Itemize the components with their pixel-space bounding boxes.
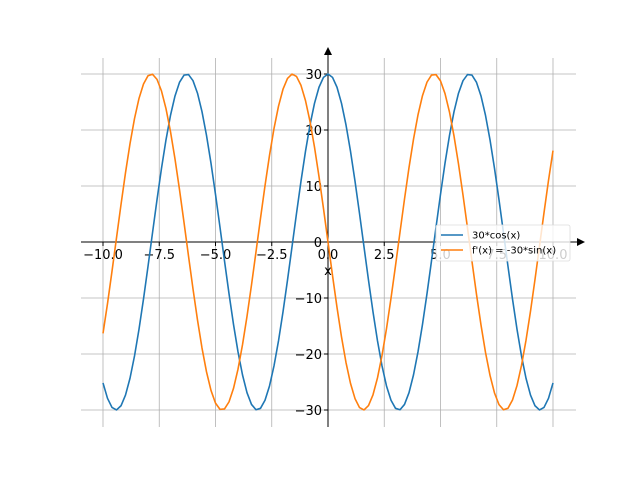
y-tick-label-3: 0: [314, 236, 322, 251]
y-tick-label-1: −20: [295, 348, 322, 363]
x-tick-label-5: 2.5: [374, 248, 395, 263]
x-tick-label-2: −5.0: [200, 248, 232, 263]
y-axis-arrow: [324, 47, 332, 55]
legend-label-1: f'(x) = -30*sin(x): [472, 246, 556, 257]
y-tick-label-2: −10: [295, 292, 322, 307]
y-tick-label-6: 30: [305, 68, 322, 83]
y-tick-label-0: −30: [295, 404, 322, 419]
legend-box: [435, 224, 571, 262]
y-tick-label-4: 10: [305, 180, 322, 195]
x-axis-label: x: [324, 264, 332, 279]
x-tick-label-0: −10.0: [83, 248, 123, 263]
series-line-0: [102, 73, 554, 411]
x-tick-label-3: −2.5: [256, 248, 288, 263]
x-axis-arrow: [577, 238, 585, 246]
x-tick-label-4: 0.0: [318, 248, 339, 263]
series-line-1: [102, 73, 554, 411]
legend-label-0: 30*cos(x): [472, 231, 520, 242]
x-tick-label-1: −7.5: [143, 248, 175, 263]
series-lines: [102, 73, 554, 411]
legend: 30*cos(x) f'(x) = -30*sin(x): [435, 224, 571, 262]
